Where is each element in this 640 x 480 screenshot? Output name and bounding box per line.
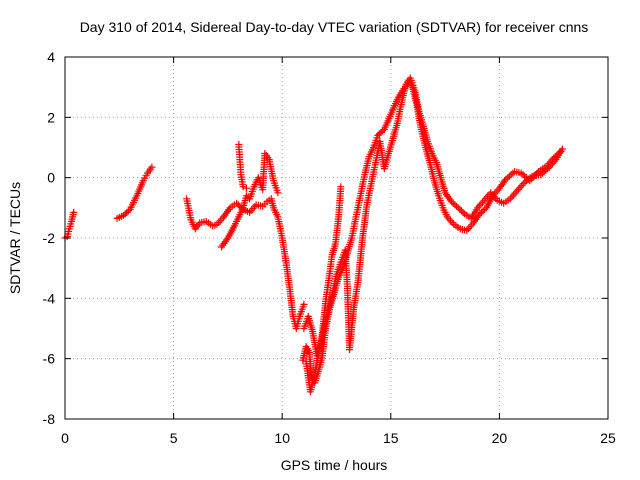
x-axis-label: GPS time / hours: [281, 457, 388, 473]
data-series: [61, 74, 566, 396]
series-markers: [61, 208, 78, 242]
y-tick-label: 0: [47, 170, 55, 186]
series-markers: [302, 74, 566, 396]
series-2: [113, 163, 156, 222]
series-markers: [217, 150, 282, 251]
y-axis-label: SDTVAR / TECUs: [7, 182, 23, 294]
y-tick-label: 4: [47, 49, 55, 65]
x-tick-label: 25: [600, 430, 616, 446]
chart-title: Day 310 of 2014, Sidereal Day-to-day VTE…: [80, 19, 589, 35]
series-markers: [183, 195, 308, 332]
x-tick-label: 15: [383, 430, 399, 446]
y-tick-label: -4: [43, 290, 56, 306]
series-markers: [113, 163, 156, 222]
y-tick-label: -8: [43, 411, 56, 427]
series-4: [217, 150, 282, 251]
series-8: [302, 74, 566, 396]
x-tick-label: 5: [170, 430, 178, 446]
x-tick-label: 0: [61, 430, 69, 446]
series-3: [183, 195, 308, 332]
x-tick-label: 20: [492, 430, 508, 446]
y-tick-label: -2: [43, 230, 56, 246]
series-1: [61, 208, 78, 242]
y-tick-label: -6: [43, 351, 56, 367]
series-markers: [235, 141, 250, 192]
series-5: [235, 141, 250, 192]
x-tick-label: 10: [274, 430, 290, 446]
y-tick-label: 2: [47, 109, 55, 125]
axis-ticks: 0 5 10 15 20 25 -8 -6 -4 -2 0 2 4: [43, 49, 616, 446]
